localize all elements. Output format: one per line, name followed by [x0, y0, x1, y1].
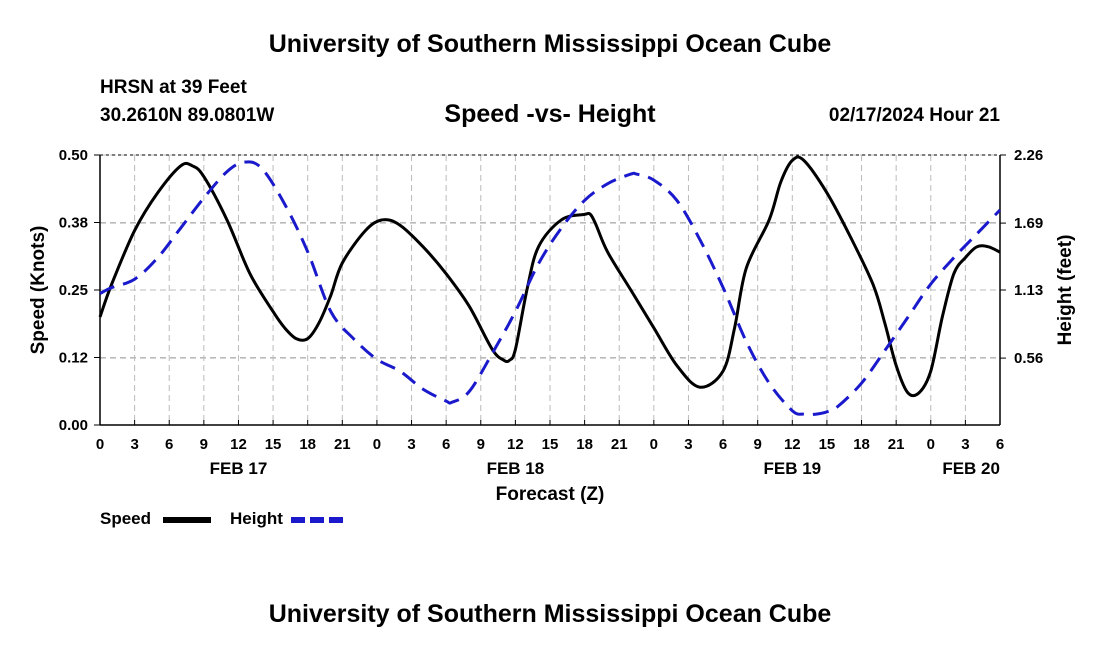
x-tick-label: 18	[299, 436, 316, 453]
x-tick-label: 6	[996, 436, 1004, 453]
x-tick-label: 6	[165, 436, 173, 453]
y2-axis-title: Height (feet)	[1055, 235, 1076, 346]
legend-speed-label: Speed	[100, 509, 152, 528]
main-title: University of Southern Mississippi Ocean…	[268, 30, 832, 58]
chart-subtitle: Speed -vs- Height	[444, 100, 656, 128]
date-label: FEB 18	[487, 459, 545, 478]
y2-tick-label: 0.56	[1014, 350, 1043, 367]
x-tick-label: 0	[927, 436, 935, 453]
x-tick-label: 0	[96, 436, 104, 453]
x-tick-label: 3	[407, 436, 415, 453]
y-axis-left: 0.00 0.12 0.25 0.38 0.50	[59, 147, 100, 434]
x-tick-label: 15	[819, 436, 836, 453]
station-coordinates: 30.2610N 89.0801W	[100, 105, 275, 126]
x-tick-label: 3	[684, 436, 692, 453]
x-axis-title: Forecast (Z)	[496, 484, 605, 505]
y2-tick-label: 1.13	[1014, 282, 1043, 299]
forecast-datetime: 02/17/2024 Hour 21	[828, 105, 1000, 126]
y2-tick-label: 1.69	[1014, 215, 1043, 232]
series-lines	[98, 155, 1002, 417]
x-tick-label: 0	[373, 436, 381, 453]
x-tick-label: 15	[542, 436, 559, 453]
y-tick-label: 0.25	[59, 282, 88, 299]
x-tick-label: 21	[334, 436, 351, 453]
y-tick-label: 0.38	[59, 215, 88, 232]
station-label: HRSN at 39 Feet	[100, 77, 247, 98]
x-tick-label: 0	[650, 436, 658, 453]
x-tick-label: 21	[888, 436, 905, 453]
x-tick-label: 12	[230, 436, 247, 453]
x-tick-label: 9	[754, 436, 762, 453]
y-tick-label: 0.50	[59, 147, 88, 164]
x-tick-label: 18	[853, 436, 870, 453]
series-line-height	[99, 160, 1002, 417]
footer-title: University of Southern Mississippi Ocean…	[268, 600, 832, 628]
x-tick-label: 21	[611, 436, 628, 453]
y-axis-title: Speed (Knots)	[28, 226, 49, 355]
x-tick-label: 6	[442, 436, 450, 453]
legend-height-label: Height	[230, 509, 283, 528]
y2-tick-label: 2.26	[1014, 147, 1043, 164]
y-tick-label: 0.12	[59, 350, 88, 367]
x-tick-label: 6	[719, 436, 727, 453]
axis-labels: Forecast (Z) Speed (Knots) Height (feet)	[28, 226, 1076, 505]
date-label: FEB 20	[942, 459, 1000, 478]
y-tick-label: 0.00	[59, 417, 88, 434]
y-axis-right: 0.56 1.13 1.69 2.26	[1000, 147, 1043, 367]
date-label: FEB 17	[210, 459, 268, 478]
x-axis: 0 3 6 9 12 15 18 21 0 3 6 9 12 15 18 21 0 3 6 9 12 15 18 21 0 3 6 F…	[96, 420, 1004, 478]
chart-grid	[100, 154, 1000, 425]
x-tick-label: 12	[507, 436, 524, 453]
x-tick-label: 18	[576, 436, 593, 453]
x-tick-label: 12	[784, 436, 801, 453]
x-tick-label: 9	[477, 436, 485, 453]
x-tick-label: 3	[130, 436, 138, 453]
x-tick-label: 9	[200, 436, 208, 453]
date-label: FEB 19	[763, 459, 821, 478]
x-tick-label: 3	[961, 436, 969, 453]
x-tick-label: 15	[265, 436, 282, 453]
